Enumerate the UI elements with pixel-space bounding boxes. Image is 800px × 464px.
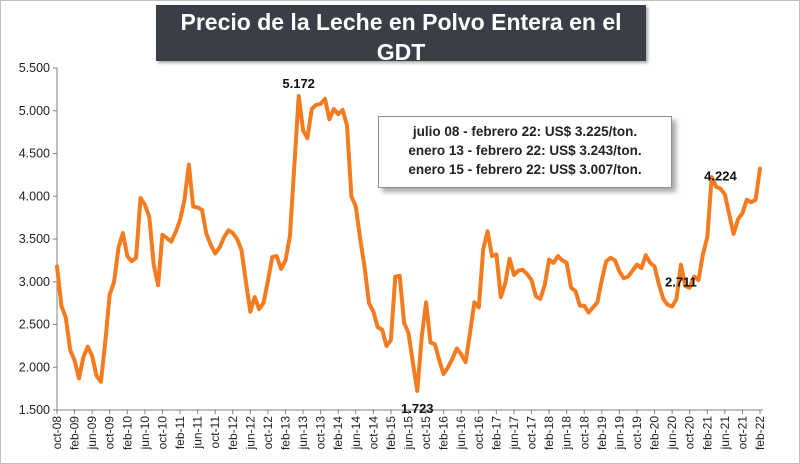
x-tick-label: oct-18 — [577, 416, 591, 450]
point-annotations: 5.172 1.723 2.711 4.224 4.324 — [282, 0, 781, 416]
x-tick-label: feb-20 — [648, 416, 662, 450]
x-tick-label: oct-17 — [525, 416, 539, 450]
x-tick-label: oct-19 — [630, 416, 644, 450]
x-tick-label: jun-12 — [243, 416, 257, 451]
x-tick-label: feb-13 — [278, 416, 292, 450]
x-tick-label: jun-16 — [454, 416, 468, 451]
x-tick-label: oct-09 — [103, 416, 117, 450]
x-tick-label: jun-11 — [191, 416, 205, 450]
x-axis-ticks: oct-08 feb-09 jun-09 oct-09 feb-10 jun-10 oct-… — [50, 410, 767, 450]
x-tick-label: jun-15 — [402, 416, 416, 451]
y-axis-ticks: 1.500 2.000 2.500 3.000 3.500 4.000 4.500 5.000… — [19, 61, 57, 417]
x-tick-label: feb-14 — [331, 416, 345, 450]
x-tick-label: jun-17 — [507, 416, 521, 451]
x-tick-label: feb-11 — [173, 416, 187, 449]
x-tick-label: jun-20 — [665, 416, 679, 451]
data-point-label: 4.224 — [704, 169, 737, 184]
x-tick-label: oct-16 — [472, 416, 486, 450]
average-note-2: enero 13 - febrero 22: US$ 3.243/ton. — [408, 143, 642, 158]
x-tick-label: oct-12 — [261, 416, 275, 450]
x-tick-label: jun-19 — [612, 416, 626, 451]
y-tick-label: 3.500 — [19, 232, 50, 246]
average-note-3: enero 15 - febrero 22: US$ 3.007/ton. — [408, 162, 642, 177]
x-tick-label: feb-19 — [595, 416, 609, 450]
x-tick-label: oct-13 — [314, 416, 328, 450]
x-tick-label: jun-10 — [138, 416, 152, 451]
x-tick-label: feb-15 — [384, 416, 398, 450]
y-tick-label: 5.500 — [19, 61, 50, 75]
x-tick-label: jun-21 — [718, 416, 732, 451]
x-tick-label: oct-10 — [155, 416, 169, 450]
x-tick-label: feb-16 — [437, 416, 451, 450]
y-tick-label: 5.000 — [19, 104, 50, 118]
y-tick-label: 4.500 — [19, 147, 50, 161]
y-tick-label: 2.500 — [19, 318, 50, 332]
x-tick-label: feb-09 — [68, 416, 82, 450]
chart-title: Precio de la Leche en Polvo Entera en el… — [180, 9, 622, 65]
chart-subtitle: - promedio mensual - — [320, 68, 482, 87]
x-tick-label: jun-14 — [349, 416, 363, 451]
x-tick-label: feb-10 — [120, 416, 134, 450]
y-tick-label: 4.000 — [19, 189, 50, 203]
data-point-label: 1.723 — [401, 401, 434, 416]
x-tick-label: oct-20 — [683, 416, 697, 450]
data-point-label: 4.324 — [748, 0, 781, 3]
x-tick-label: feb-21 — [700, 416, 714, 450]
data-point-label: 2.711 — [665, 275, 697, 290]
x-tick-label: oct-14 — [366, 416, 380, 450]
y-tick-label: 3.000 — [19, 275, 50, 289]
price-series-line — [55, 94, 762, 393]
x-tick-label: oct-15 — [419, 416, 433, 450]
title-banner: Precio de la Leche en Polvo Entera en el… — [156, 5, 646, 87]
x-tick-label: jun-09 — [85, 416, 99, 451]
x-tick-label: jun-13 — [296, 416, 310, 451]
x-tick-label: jun-18 — [560, 416, 574, 451]
x-tick-label: feb-22 — [753, 416, 767, 450]
x-tick-label: oct-11 — [208, 416, 222, 449]
average-note-1: julio 08 - febrero 22: US$ 3.225/ton. — [412, 124, 638, 139]
y-tick-label: 2.000 — [19, 360, 50, 374]
x-tick-label: feb-17 — [489, 416, 503, 450]
x-tick-label: feb-12 — [226, 416, 240, 450]
data-point-label: 5.172 — [282, 76, 315, 91]
x-tick-label: oct-21 — [735, 416, 749, 450]
x-tick-label: feb-18 — [542, 416, 556, 450]
y-tick-label: 1.500 — [19, 403, 50, 417]
average-summary-box: julio 08 - febrero 22: US$ 3.225/ton. en… — [378, 116, 672, 188]
x-tick-label: oct-08 — [50, 416, 64, 450]
